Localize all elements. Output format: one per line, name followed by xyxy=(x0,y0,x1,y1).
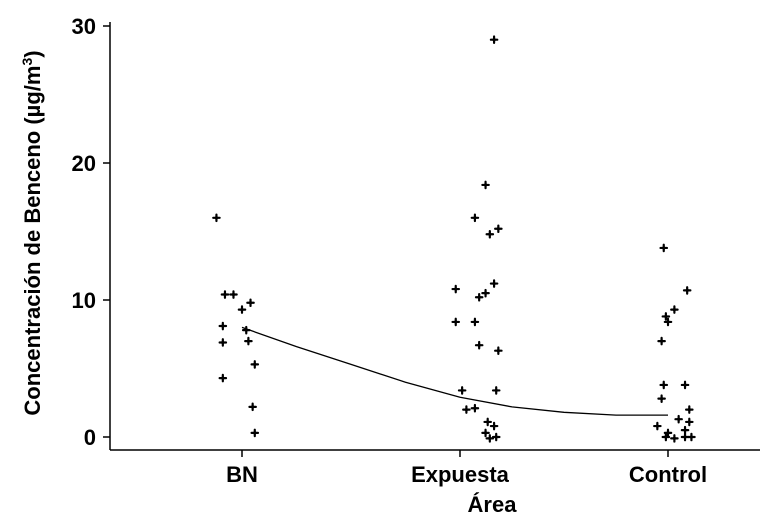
x-tick-label: Expuesta xyxy=(411,462,510,487)
data-point xyxy=(481,428,490,438)
data-point xyxy=(470,213,480,223)
x-tick-label: BN xyxy=(226,462,258,487)
data-point xyxy=(670,434,679,443)
data-point xyxy=(670,305,679,314)
data-point xyxy=(657,336,666,346)
x-tick-label: Control xyxy=(629,462,707,487)
y-tick-label: 10 xyxy=(72,288,96,313)
data-point xyxy=(250,360,260,369)
y-ticks: 0 10 20 30 xyxy=(72,14,110,450)
data-point xyxy=(470,403,480,413)
data-point xyxy=(250,428,260,438)
data-point xyxy=(659,380,669,390)
x-ticks: BN Expuesta Control xyxy=(226,450,707,487)
data-point xyxy=(248,402,257,412)
data-point xyxy=(659,243,669,253)
data-point xyxy=(687,432,696,442)
data-point xyxy=(246,298,255,308)
data-point xyxy=(218,321,228,331)
data-point xyxy=(229,290,238,299)
data-point xyxy=(663,317,673,327)
data-point xyxy=(657,394,666,403)
y-tick-label: 30 xyxy=(72,14,96,39)
data-point xyxy=(481,288,490,298)
data-point xyxy=(457,386,467,395)
data-point xyxy=(680,380,690,390)
y-axis-title: Concentración de Benceno (µg/m3) xyxy=(19,50,45,415)
data-point xyxy=(485,434,495,443)
data-point xyxy=(489,421,499,431)
data-point xyxy=(491,432,501,442)
x-axis-title: Área xyxy=(468,492,518,517)
data-point xyxy=(237,305,247,314)
data-point xyxy=(244,336,253,346)
data-point xyxy=(489,279,499,288)
data-point xyxy=(680,425,690,435)
data-point xyxy=(241,325,251,335)
data-point xyxy=(494,346,503,355)
data-point xyxy=(218,373,228,383)
data-point xyxy=(483,417,492,427)
y-tick-label: 0 xyxy=(84,425,96,450)
data-point xyxy=(491,386,501,395)
y-axis-title-close: ) xyxy=(20,50,45,57)
data-point xyxy=(212,213,221,223)
data-point xyxy=(685,417,694,427)
data-point xyxy=(661,432,671,442)
y-axis-title-text: Concentración de Benceno (µg/m xyxy=(20,66,45,416)
data-point xyxy=(474,292,484,302)
data-point xyxy=(489,35,499,44)
data-point xyxy=(661,312,671,321)
y-tick-label: 20 xyxy=(72,151,96,176)
data-point xyxy=(685,405,694,414)
data-points xyxy=(212,35,696,443)
data-point xyxy=(494,224,503,234)
data-point xyxy=(451,317,461,327)
data-point xyxy=(451,284,461,294)
data-point xyxy=(481,180,490,190)
data-point xyxy=(674,414,683,424)
y-axis: 0 10 20 30 xyxy=(72,14,111,450)
data-point xyxy=(485,229,495,239)
x-axis: BN Expuesta Control xyxy=(110,449,760,487)
data-point xyxy=(682,286,692,295)
data-point xyxy=(474,340,484,350)
trend-line xyxy=(241,326,668,416)
data-point xyxy=(220,290,230,299)
y-axis-title-superscript: 3 xyxy=(19,58,35,66)
data-point xyxy=(653,421,662,431)
data-point xyxy=(462,405,471,414)
data-point xyxy=(218,338,228,347)
data-point xyxy=(470,317,480,327)
